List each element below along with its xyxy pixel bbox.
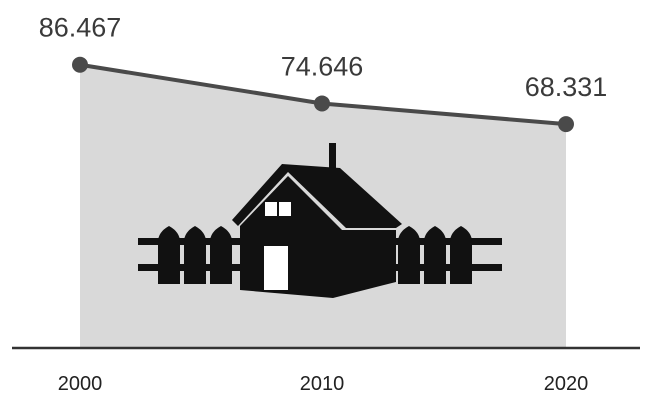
roof: [232, 164, 402, 228]
data-label-2020: 68.331: [525, 72, 608, 102]
x-tick-label-2000: 2000: [58, 373, 103, 395]
data-label-2010: 74.646: [281, 51, 364, 81]
data-point-2020: [558, 116, 574, 133]
house-door: [264, 246, 288, 290]
chimney: [329, 143, 336, 175]
left-fence-icon: [138, 226, 240, 284]
house-with-fence-icon: [138, 143, 502, 298]
data-point-2000: [72, 56, 88, 73]
x-tick-label-2020: 2020: [544, 373, 589, 395]
data-point-2010: [314, 95, 330, 112]
right-fence-icon: [396, 226, 502, 284]
data-labels: 86.467 74.646 68.331: [39, 13, 608, 102]
data-label-2000: 86.467: [39, 13, 122, 43]
x-tick-label-2010: 2010: [300, 373, 345, 395]
data-points: [72, 56, 574, 133]
x-tick-labels: 2000 2010 2020: [58, 373, 589, 395]
